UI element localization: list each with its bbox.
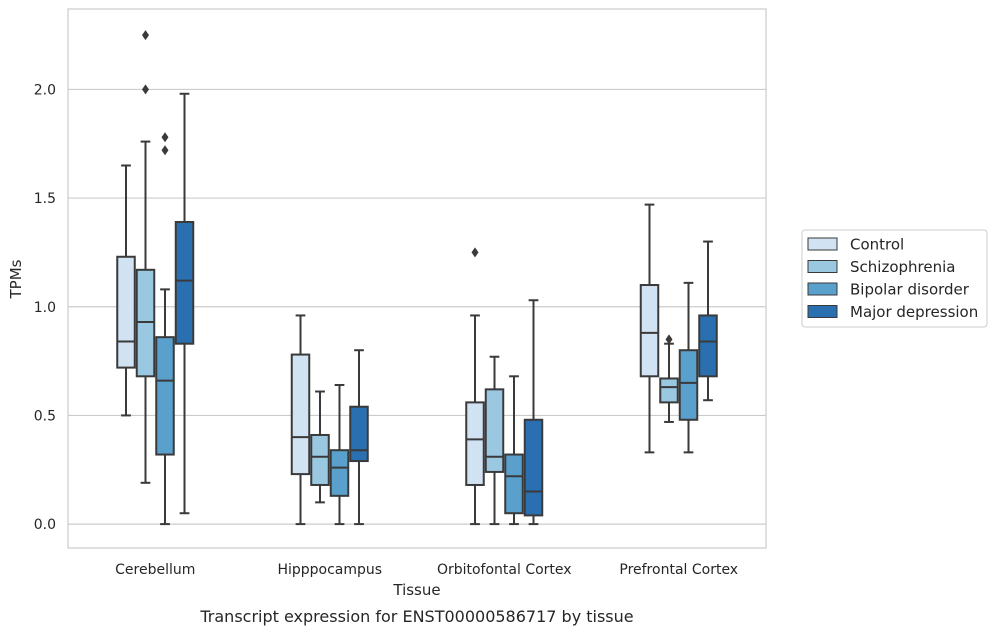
legend-label: Control — [850, 236, 904, 254]
series-schizophrenia — [135, 30, 679, 526]
legend-item: Schizophrenia — [807, 258, 955, 276]
x-tick-label: Orbitofontal Cortex — [437, 562, 572, 578]
outlier-point — [665, 334, 673, 345]
series-bipolar-disorder — [155, 132, 699, 526]
box — [116, 164, 136, 417]
box — [174, 92, 195, 515]
legend-label: Schizophrenia — [850, 258, 955, 276]
legend-item: Control — [807, 236, 904, 254]
legend-label: Bipolar disorder — [850, 281, 970, 299]
box-body — [290, 353, 311, 476]
box-series — [116, 30, 718, 526]
legend-label: Major depression — [850, 303, 978, 321]
box-body — [310, 433, 330, 486]
box-body — [484, 388, 505, 473]
x-axis-label: Tissue — [392, 581, 440, 599]
box-body — [639, 284, 660, 378]
y-tick-label: 0.0 — [34, 517, 56, 533]
box — [329, 383, 350, 526]
box-body — [116, 255, 136, 369]
outlier-point — [142, 30, 149, 41]
y-tick-label: 2.0 — [34, 82, 56, 98]
box — [135, 30, 156, 484]
legend: Control Schizophrenia Bipolar disorder Majo… — [801, 229, 988, 328]
y-tick-label: 0.5 — [34, 408, 56, 424]
x-tick-label: Prefrontal Cortex — [619, 562, 738, 578]
box-body — [329, 449, 350, 497]
y-tick-label: 1.5 — [34, 191, 56, 207]
legend-swatch — [807, 305, 838, 318]
box — [349, 349, 369, 526]
legend-items: Control Schizophrenia Bipolar disorder Majo… — [807, 236, 978, 321]
box — [310, 390, 330, 504]
outlier-point — [471, 247, 479, 258]
legend-frame — [801, 229, 988, 328]
box-body — [349, 405, 369, 463]
x-tick-label: Cerebellum — [115, 562, 195, 578]
box — [155, 132, 175, 526]
series-control — [116, 164, 660, 526]
box-body — [155, 336, 175, 456]
outlier-point — [142, 84, 149, 95]
outlier-point — [161, 145, 169, 156]
legend-swatch — [807, 260, 838, 273]
box — [504, 375, 524, 526]
box-body — [504, 453, 524, 515]
x-axis-ticks: Cerebellum Hipppocampus Orbitofontal Corte… — [115, 562, 738, 578]
series-major-depression — [174, 92, 718, 526]
box-body — [135, 268, 156, 378]
box-body — [698, 314, 718, 378]
box-body — [523, 418, 544, 517]
legend-swatch — [807, 282, 838, 296]
box-body — [678, 349, 699, 421]
outlier-point — [161, 132, 169, 143]
legend-item: Bipolar disorder — [807, 281, 970, 299]
legend-swatch — [807, 237, 838, 251]
plot-area-frame — [67, 8, 767, 549]
y-tick-label: 1.0 — [34, 300, 56, 316]
box — [698, 240, 718, 402]
box-body — [659, 377, 679, 404]
box — [659, 334, 679, 423]
legend-item: Major depression — [807, 303, 978, 321]
box-body — [174, 220, 195, 345]
chart-caption: Transcript expression for ENST0000058671… — [199, 607, 633, 626]
box — [290, 314, 311, 526]
box — [678, 281, 699, 454]
y-axis-ticks: 0.0 0.5 1.0 1.5 2.0 — [34, 82, 56, 533]
x-tick-label: Hipppocampus — [277, 562, 382, 578]
box — [639, 203, 660, 454]
box — [465, 247, 485, 526]
box — [484, 355, 505, 526]
box-body — [465, 401, 485, 486]
box — [523, 299, 544, 526]
y-axis-label: TPMs — [7, 259, 25, 299]
